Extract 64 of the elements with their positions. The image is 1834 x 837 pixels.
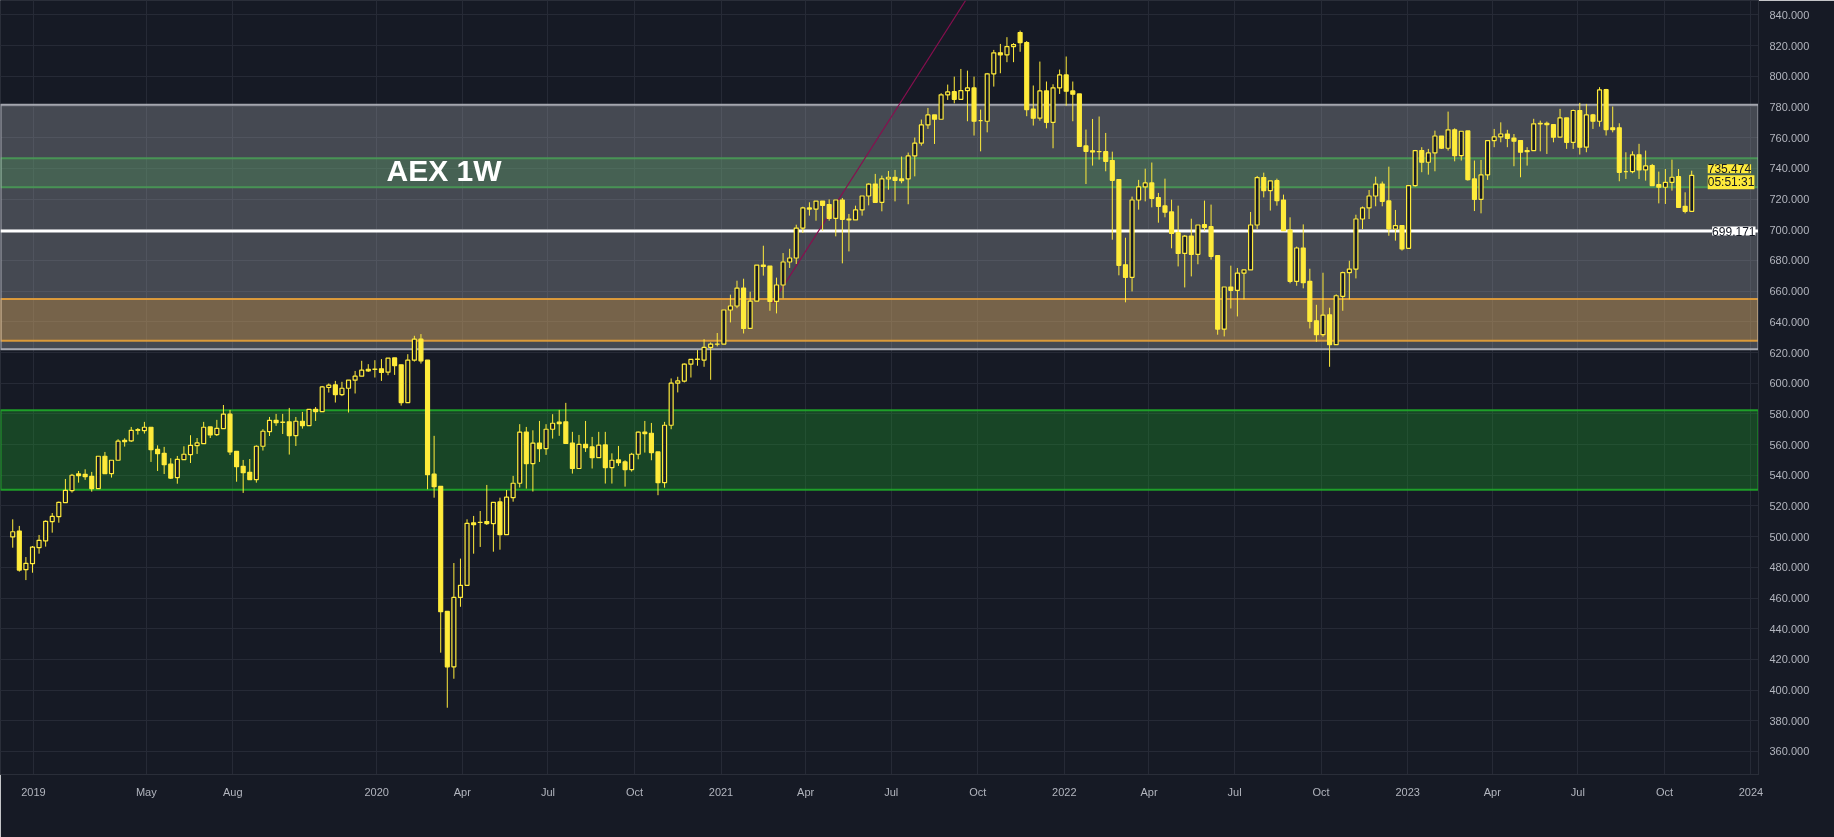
candlestick: [10, 518, 16, 549]
x-tick-label: May: [135, 785, 158, 798]
candlestick: [1662, 168, 1668, 205]
x-tick-label: Oct: [1312, 785, 1330, 798]
x-tick-label: 2022: [1052, 785, 1077, 798]
y-tick-label: 700.000: [1769, 223, 1810, 236]
x-tick-label: 2020: [364, 785, 389, 798]
y-tick-label: 740.000: [1769, 162, 1810, 175]
y-tick-label: 460.000: [1769, 592, 1810, 605]
candlestick: [1491, 128, 1497, 148]
candlestick: [457, 558, 464, 608]
y-tick-label: 440.000: [1769, 622, 1810, 635]
candlestick: [905, 152, 911, 205]
x-tick-label: Aug: [223, 785, 243, 798]
candlestick: [1057, 69, 1063, 95]
x-tick-label: Jul: [884, 785, 899, 798]
y-tick-label: 580.000: [1769, 407, 1810, 420]
x-tick-label: Apr: [1483, 785, 1502, 798]
candlestick: [1136, 179, 1142, 211]
y-tick-label: 380.000: [1769, 714, 1810, 727]
y-tick-label: 800.000: [1769, 70, 1810, 83]
x-tick-label: Jul: [540, 785, 555, 798]
y-tick-label: 820.000: [1769, 39, 1810, 52]
x-tick-label: Oct: [969, 785, 987, 798]
x-tick-label: 2021: [708, 785, 734, 798]
y-tick-label: 520.000: [1769, 499, 1810, 512]
ref-line-label: 699.171: [1712, 224, 1756, 239]
y-tick-label: 660.000: [1769, 285, 1810, 298]
candlestick: [787, 248, 793, 269]
candlestick: [1373, 176, 1379, 207]
y-tick-label: 640.000: [1769, 315, 1810, 328]
y-tick-label: 600.000: [1769, 377, 1810, 390]
annotation: 05:51:31: [1707, 175, 1755, 190]
y-tick-label: 560.000: [1769, 438, 1810, 451]
text: AEX 1W: [386, 154, 503, 187]
x-tick-label: Apr: [797, 785, 815, 798]
candlestick: [1498, 121, 1504, 143]
annotation: 735.474: [1707, 162, 1752, 177]
y-tick-label: 420.000: [1769, 653, 1810, 666]
x-tick-label: 2019: [21, 785, 46, 798]
y-tick-label: 620.000: [1769, 346, 1810, 359]
x-tick-label: 2023: [1395, 785, 1420, 798]
candlestick: [1346, 260, 1352, 300]
y-tick-label: 540.000: [1769, 469, 1810, 482]
y-tick-label: 480.000: [1769, 561, 1810, 574]
x-tick-label: Jul: [1570, 785, 1585, 798]
x-tick-label: Apr: [1140, 785, 1158, 798]
candlestick: [866, 182, 872, 206]
y-tick-label: 360.000: [1769, 745, 1810, 758]
y-tick-label: 500.000: [1769, 530, 1810, 543]
x-tick-label: Jul: [1227, 785, 1242, 798]
candlestick: [912, 137, 918, 177]
x-tick-label: Apr: [453, 785, 472, 798]
y-tick-label: 720.000: [1769, 193, 1810, 206]
candlestick: [991, 49, 997, 88]
x-tick-label: 2024: [1738, 785, 1764, 798]
y-tick-label: 400.000: [1769, 684, 1810, 697]
y-tick-label: 760.000: [1769, 131, 1810, 144]
y-tick-label: 840.000: [1769, 8, 1810, 21]
candlestick: [800, 206, 806, 234]
y-tick-label: 680.000: [1769, 254, 1810, 267]
x-tick-label: Oct: [625, 785, 644, 798]
x-tick-label: Oct: [1655, 785, 1674, 798]
y-tick-label: 780.000: [1769, 100, 1810, 113]
